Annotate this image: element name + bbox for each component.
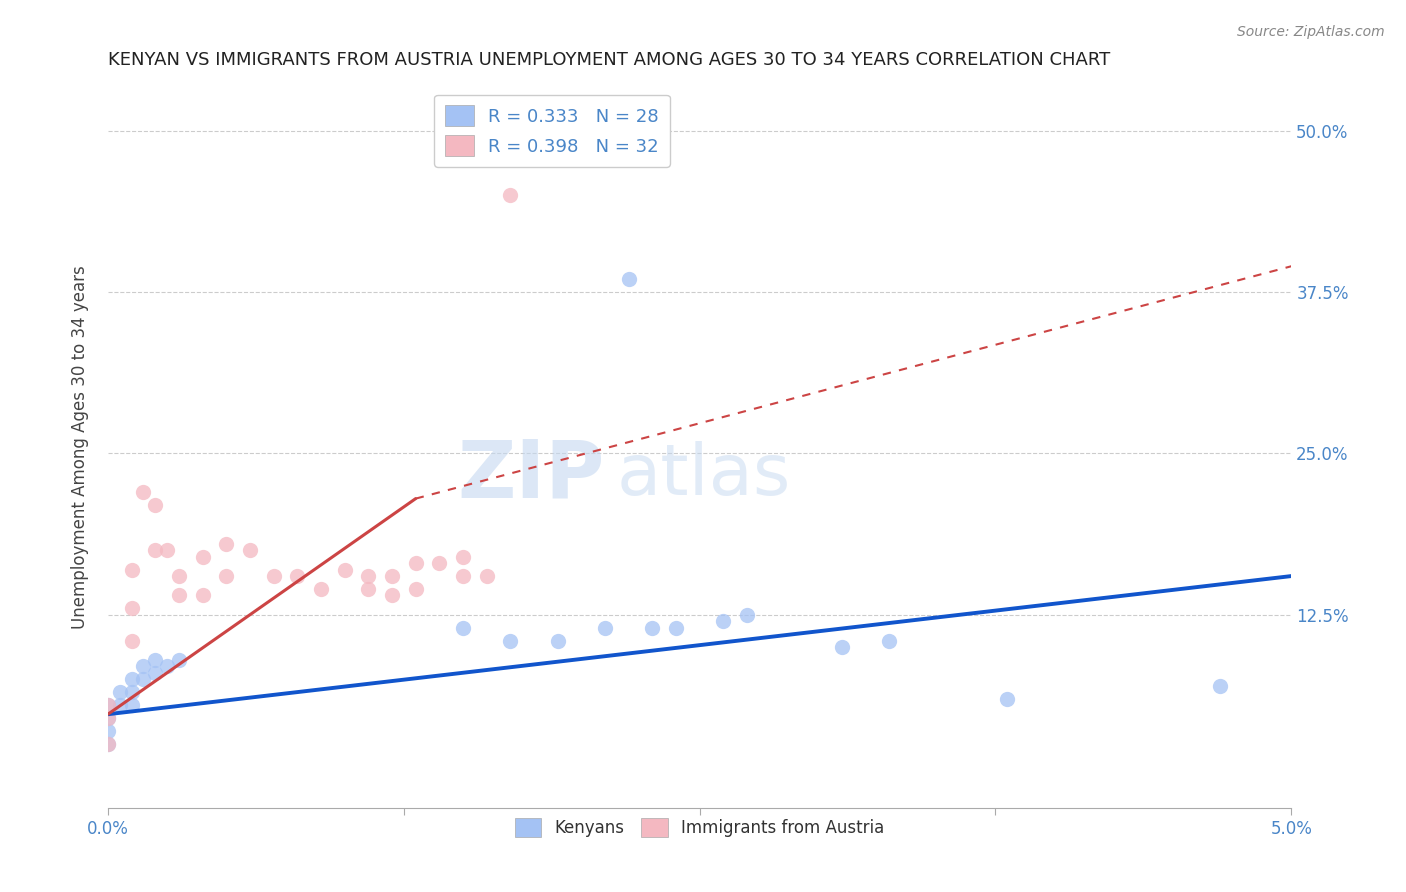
Y-axis label: Unemployment Among Ages 30 to 34 years: Unemployment Among Ages 30 to 34 years xyxy=(72,265,89,629)
Text: Source: ZipAtlas.com: Source: ZipAtlas.com xyxy=(1237,25,1385,39)
Legend: Kenyans, Immigrants from Austria: Kenyans, Immigrants from Austria xyxy=(508,811,891,844)
Text: KENYAN VS IMMIGRANTS FROM AUSTRIA UNEMPLOYMENT AMONG AGES 30 TO 34 YEARS CORRELA: KENYAN VS IMMIGRANTS FROM AUSTRIA UNEMPL… xyxy=(108,51,1111,69)
Text: atlas: atlas xyxy=(617,442,792,510)
Text: ZIP: ZIP xyxy=(458,437,605,515)
